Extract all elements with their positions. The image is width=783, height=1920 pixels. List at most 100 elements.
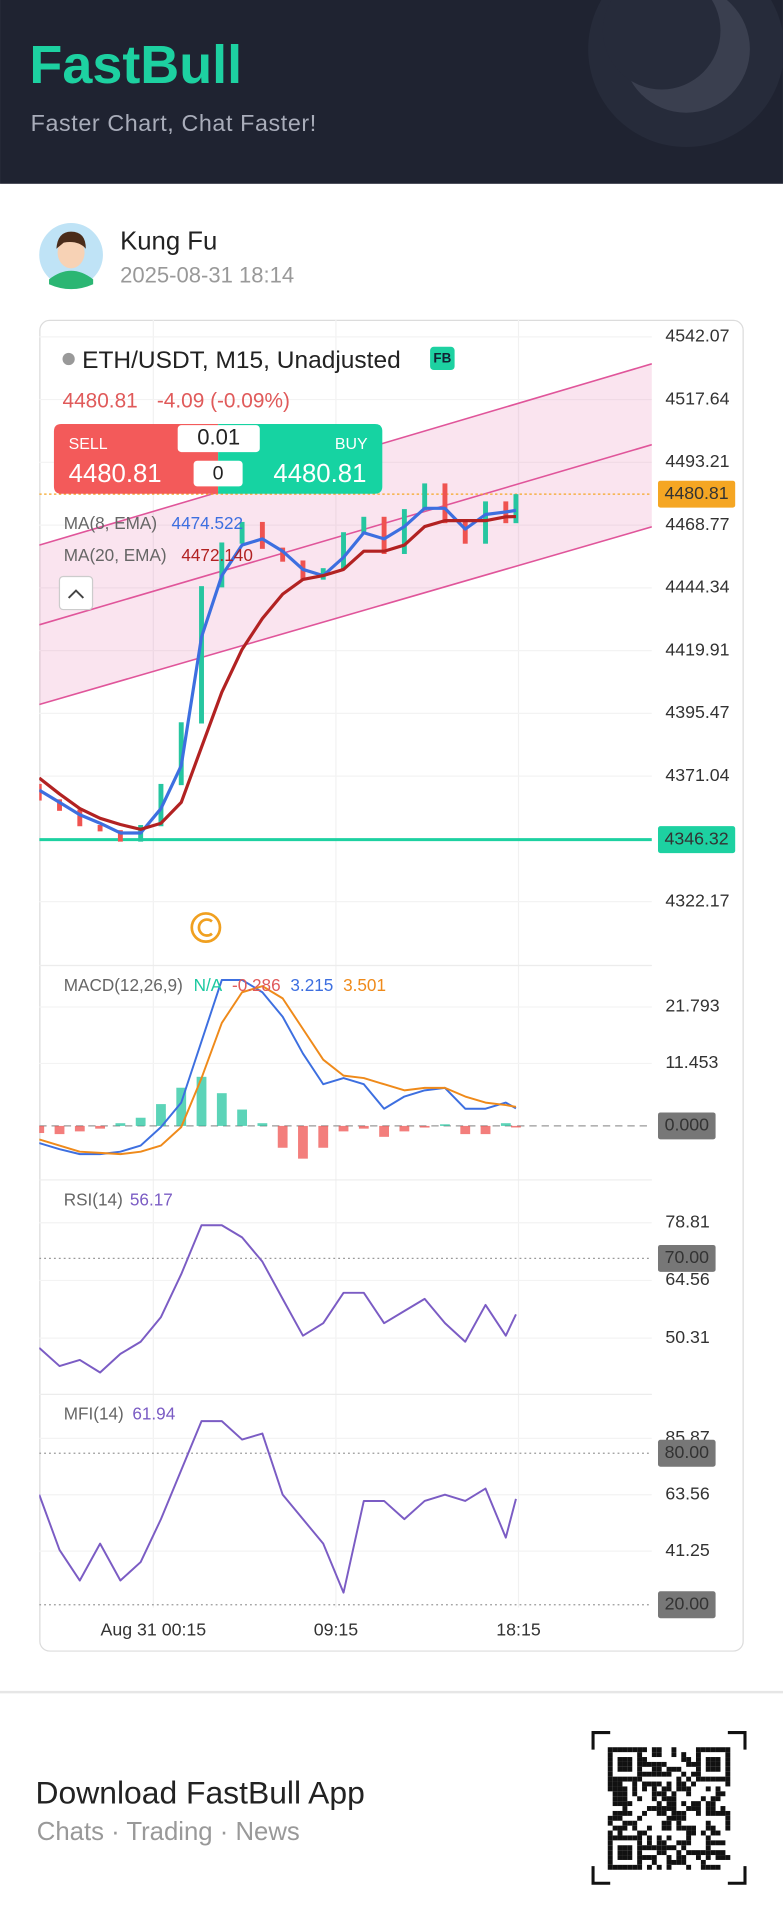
- qr-module: [695, 1855, 701, 1860]
- qr-module: [695, 1810, 701, 1816]
- qr-module: [651, 1859, 657, 1865]
- qr-module: [642, 1781, 647, 1787]
- qr-module: [715, 1757, 721, 1762]
- qr-module: [642, 1757, 647, 1762]
- collapse-button[interactable]: [58, 575, 94, 611]
- qr-module: [710, 1757, 716, 1762]
- qr-module: [607, 1776, 613, 1782]
- qr-module: [607, 1855, 613, 1860]
- qr-module: [622, 1786, 628, 1792]
- qr-module: [715, 1786, 721, 1792]
- qr-module: [686, 1840, 692, 1846]
- qr-module: [656, 1791, 662, 1797]
- qr-module: [725, 1820, 731, 1826]
- qr-module: [676, 1786, 682, 1792]
- qr-module: [725, 1766, 731, 1772]
- qr-module: [656, 1781, 662, 1787]
- qr-module: [612, 1796, 618, 1802]
- channel-line: [39, 526, 652, 706]
- ma20-name: MA(20, EMA): [64, 545, 167, 565]
- qr-module: [715, 1810, 721, 1816]
- plot-area: [39, 319, 652, 1608]
- y-tick-label: 4419.91: [665, 639, 729, 659]
- qr-module: [632, 1864, 638, 1870]
- qr-module: [715, 1830, 721, 1836]
- qty: 0: [213, 462, 224, 484]
- qr-module: [700, 1850, 706, 1856]
- qr-module: [681, 1781, 687, 1787]
- qr-module: [666, 1820, 672, 1826]
- macd-histogram-bar: [95, 1125, 105, 1129]
- qr-module: [681, 1801, 687, 1807]
- qr-module: [607, 1815, 613, 1821]
- qr-module: [705, 1747, 711, 1753]
- qr-module: [656, 1850, 662, 1856]
- qr-module: [695, 1776, 701, 1782]
- qr-module: [612, 1791, 618, 1797]
- qr-module: [617, 1850, 623, 1856]
- qr-module: [691, 1850, 696, 1856]
- qr-module: [617, 1864, 623, 1870]
- price-box: [657, 480, 736, 508]
- qr-module: [671, 1766, 677, 1772]
- copyright-icon: [190, 912, 222, 943]
- qr-module: [710, 1864, 716, 1870]
- badge: [430, 346, 455, 371]
- y-tick-label: 4395.47: [665, 702, 729, 722]
- qr-module: [622, 1864, 628, 1870]
- mfi-title: MFI(14): [64, 1404, 124, 1424]
- candle: [442, 483, 448, 524]
- price-box: [657, 1244, 716, 1272]
- qr-module: [666, 1801, 672, 1807]
- lot-box[interactable]: [177, 425, 260, 453]
- qr-module: [715, 1855, 721, 1860]
- qr-module: [725, 1810, 731, 1816]
- qr-module: [686, 1806, 692, 1811]
- qr-module: [661, 1771, 667, 1777]
- qr-module: [622, 1825, 628, 1831]
- qr-module: [691, 1830, 696, 1836]
- qr-module: [720, 1791, 726, 1797]
- qr-module: [676, 1815, 682, 1821]
- qr-module: [656, 1835, 662, 1841]
- qr-module: [607, 1864, 613, 1870]
- qr-module: [651, 1855, 657, 1860]
- last-price: 4480.81: [63, 389, 138, 412]
- x-tick-label: 09:15: [314, 1620, 359, 1640]
- qr-module: [642, 1830, 647, 1836]
- qr-module: [666, 1806, 672, 1811]
- macd-histogram-bar: [277, 1125, 288, 1148]
- qr-module: [617, 1855, 623, 1860]
- qr-module: [691, 1771, 696, 1777]
- macd-histogram-bar: [460, 1125, 471, 1135]
- qr-module: [671, 1801, 677, 1807]
- qr-module: [676, 1825, 682, 1831]
- macd-histogram-bar: [196, 1076, 207, 1126]
- macd-histogram-bar: [74, 1125, 85, 1132]
- x-tick-label: 18:15: [496, 1620, 541, 1640]
- qty-box[interactable]: [193, 460, 243, 487]
- qr-module: [681, 1757, 687, 1762]
- qr-module: [607, 1840, 613, 1846]
- qr-module: [617, 1810, 623, 1816]
- qr-module: [705, 1850, 711, 1856]
- qr-module: [700, 1830, 706, 1836]
- qr-module: [622, 1820, 628, 1826]
- qr-module: [651, 1761, 657, 1767]
- qr-module: [646, 1781, 652, 1787]
- qr-module: [637, 1840, 643, 1846]
- qr-module: [661, 1820, 667, 1826]
- sell-button[interactable]: [53, 423, 219, 494]
- qr-module: [666, 1859, 672, 1865]
- macd-histogram-bar: [419, 1125, 430, 1128]
- qr-module: [710, 1796, 716, 1802]
- qr-module: [715, 1840, 721, 1846]
- qr-module: [666, 1855, 672, 1860]
- qr-module: [607, 1771, 613, 1777]
- qr-module: [666, 1766, 672, 1772]
- qr-module: [725, 1781, 731, 1787]
- qr-module: [656, 1747, 662, 1753]
- qr-code[interactable]: [591, 1731, 747, 1885]
- qr-module: [607, 1761, 613, 1767]
- qr-module: [666, 1815, 672, 1821]
